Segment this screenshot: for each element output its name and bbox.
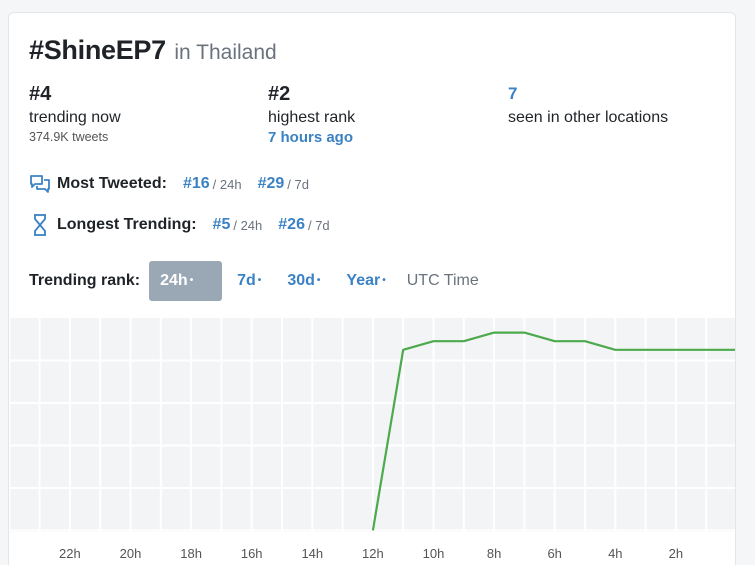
range-7d-button[interactable]: 7d •: [237, 272, 262, 289]
x-tick-label: 20h: [120, 546, 142, 561]
other-locations-label: seen in other locations: [508, 109, 669, 126]
most-tweeted-7d-value[interactable]: #29: [257, 175, 285, 192]
x-tick-label: 14h: [301, 546, 323, 561]
highest-rank-value: #2: [268, 83, 291, 105]
stat-current-rank: #4 trending now 374.9K tweets: [29, 83, 121, 144]
x-tick-label: 2h: [669, 546, 683, 561]
range-selector: Trending rank: 24h • 7d • 30d • Year • UTC T…: [29, 261, 479, 301]
x-tick-label: 4h: [608, 546, 622, 561]
longest-trending-label: Longest Trending:: [57, 216, 197, 233]
stat-highest-rank: #2 highest rank 7 hours ago: [268, 83, 355, 146]
title-row: #ShineEP7 in Thailand: [29, 35, 277, 66]
longest-trending-row: Longest Trending: #5 / 24h #26 / 7d: [29, 214, 346, 236]
longest-trending-24h-period: / 24h: [233, 217, 263, 233]
most-tweeted-7d-period: / 7d: [287, 176, 309, 192]
highest-rank-time: 7 hours ago: [268, 129, 354, 146]
range-label: Trending rank:: [29, 272, 141, 289]
longest-trending-24h-value[interactable]: #5: [212, 216, 231, 233]
x-tick-label: 16h: [241, 546, 263, 561]
x-tick-label: 22h: [59, 546, 81, 561]
most-tweeted-row: Most Tweeted: #16 / 24h #29 / 7d: [29, 173, 325, 195]
stat-other-locations[interactable]: 7 seen in other locations: [508, 83, 668, 128]
longest-trending-7d-value[interactable]: #26: [278, 216, 305, 233]
location-label[interactable]: in Thailand: [174, 41, 277, 64]
most-tweeted-24h-value[interactable]: #16: [182, 175, 210, 192]
range-year-button[interactable]: Year •: [346, 272, 386, 289]
longest-trending-7d-period: / 7d: [307, 217, 330, 233]
x-tick-label: 8h: [487, 546, 501, 561]
current-rank-value: #4: [29, 83, 52, 105]
current-rank-label: trending now: [29, 109, 121, 126]
hashtag-title: #ShineEP7: [29, 35, 166, 65]
trending-rank-chart: 22h 20h 18h 16h 14h 12h 10h 8h 6h 4h 2h: [9, 318, 735, 565]
x-tick-label: 18h: [180, 546, 202, 561]
hourglass-icon: [29, 214, 51, 236]
range-30d-button[interactable]: 30d •: [287, 272, 321, 289]
chart-svg: 22h 20h 18h 16h 14h 12h 10h 8h 6h 4h 2h: [9, 318, 735, 561]
trend-rank-line: [371, 331, 735, 531]
range-24h-button[interactable]: 24h •: [149, 261, 223, 301]
tweet-count: 374.9K tweets: [29, 130, 109, 144]
chat-bubbles-icon: [29, 173, 51, 195]
utc-time-label: UTC Time: [406, 272, 479, 289]
highest-rank-label: highest rank: [268, 109, 356, 126]
x-tick-label: 6h: [547, 546, 561, 561]
most-tweeted-label: Most Tweeted:: [57, 175, 167, 192]
other-locations-count[interactable]: 7: [508, 84, 518, 103]
trend-card: #ShineEP7 in Thailand #4 trending now 37…: [8, 12, 736, 565]
most-tweeted-24h-period: / 24h: [212, 176, 242, 192]
x-tick-label: 12h: [362, 546, 384, 561]
x-tick-label: 10h: [423, 546, 445, 561]
